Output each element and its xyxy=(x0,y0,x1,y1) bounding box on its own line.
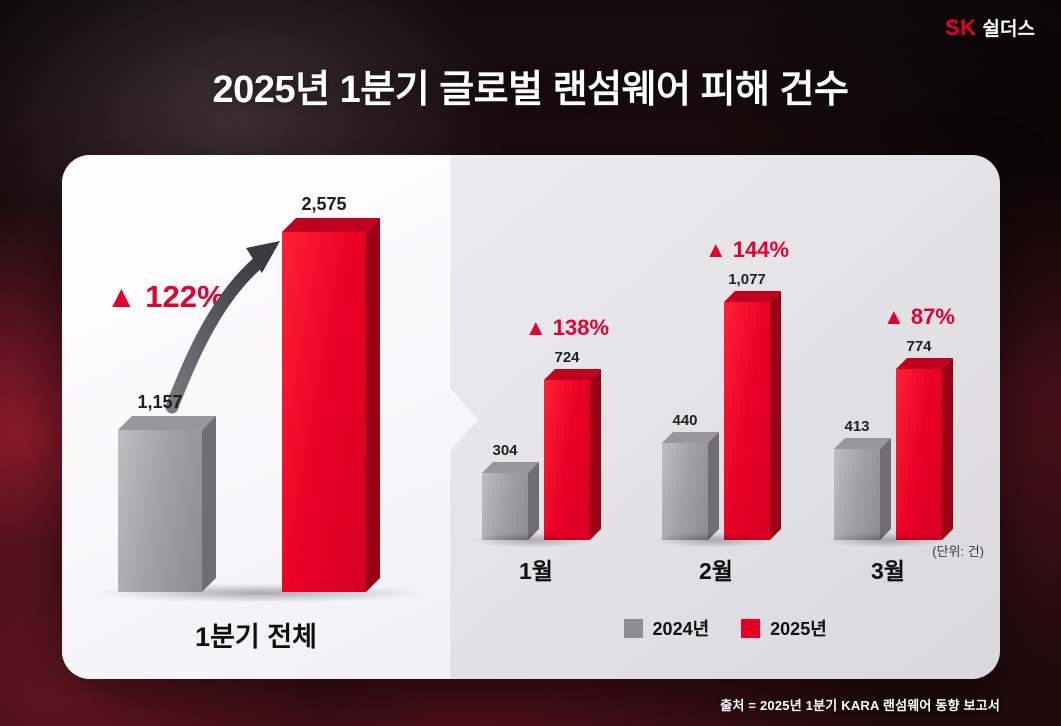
value-label-2024-jan: 304 xyxy=(492,442,518,459)
value-label-2025-mar: 774 xyxy=(906,338,932,355)
chart-legend: 2024년 2025년 xyxy=(450,615,1000,641)
month-label-feb: 2월 xyxy=(699,558,733,584)
jan-col-2024: 304 xyxy=(482,442,528,540)
month-label-mar: 3월 xyxy=(871,558,905,584)
feb-delta-label: ▲ 144% xyxy=(704,237,790,262)
legend-swatch-2024 xyxy=(623,618,643,638)
bar-2025-q1 xyxy=(282,232,366,592)
legend-item-2025: 2025년 xyxy=(741,615,827,641)
bar-2025-jan xyxy=(544,380,590,540)
jan-col-2025: ▲ 138% 724 xyxy=(525,315,609,540)
quarter-col-2024: 1,157 xyxy=(114,392,206,592)
legend-label-2025: 2025년 xyxy=(770,619,827,639)
jan-delta-label: ▲ 138% xyxy=(524,315,610,340)
unit-label: (단위: 건) xyxy=(932,544,984,559)
page-title: 2025년 1분기 글로벌 랜섬웨어 피해 건수 xyxy=(212,69,849,111)
value-label-2025-q1: 2,575 xyxy=(301,194,347,214)
value-label-2025-jan: 724 xyxy=(554,349,580,366)
month-group-feb: 440 ▲ 144% 1,077 2월 xyxy=(650,237,789,584)
mar-delta-label: ▲ 87% xyxy=(883,304,955,329)
source-text: 출처 = 2025년 1분기 KARA 랜섬웨어 동향 보고서 xyxy=(720,698,1000,713)
sk-logo-mark: SK xyxy=(944,15,977,40)
quarter-col-2025: 2,575 xyxy=(278,194,370,592)
bar-2024-mar xyxy=(834,449,880,540)
legend-label-2024: 2024년 xyxy=(652,619,710,639)
legend-item-2024: 2024년 xyxy=(623,615,710,641)
month-group-mar: 413 ▲ 87% 774 3월 xyxy=(822,304,955,584)
bar-2025-feb xyxy=(724,302,770,540)
bar-2024-jan xyxy=(482,473,528,540)
bar-2025-mar xyxy=(896,369,942,540)
feb-col-2025: ▲ 144% 1,077 xyxy=(705,237,789,540)
legend-swatch-2025 xyxy=(741,618,761,638)
mar-col-2025: ▲ 87% 774 xyxy=(883,304,955,540)
value-label-2024-feb: 440 xyxy=(672,412,698,429)
quarter-chart-title: 1분기 전체 xyxy=(195,622,317,652)
bar-2024-feb xyxy=(662,443,708,540)
feb-col-2024: 440 xyxy=(662,412,708,540)
month-label-jan: 1월 xyxy=(519,558,553,584)
quarter-delta-label: ▲ 122% xyxy=(106,279,225,314)
chart-panel: ▲ 122% 1,157 2,575 1분기 전체 304 xyxy=(62,155,1000,679)
value-label-2024-mar: 413 xyxy=(844,418,870,435)
brand-name: 쉴더스 xyxy=(982,19,1035,40)
month-group-jan: 304 ▲ 138% 724 1월 xyxy=(470,315,609,584)
value-label-2024-q1: 1,157 xyxy=(137,392,183,412)
bar-2024-q1 xyxy=(118,430,202,592)
mar-col-2024: 413 xyxy=(834,418,880,540)
value-label-2025-feb: 1,077 xyxy=(728,271,766,288)
brand-logo: SK 쉴더스 xyxy=(945,14,1035,41)
growth-arrow-icon xyxy=(165,241,280,414)
